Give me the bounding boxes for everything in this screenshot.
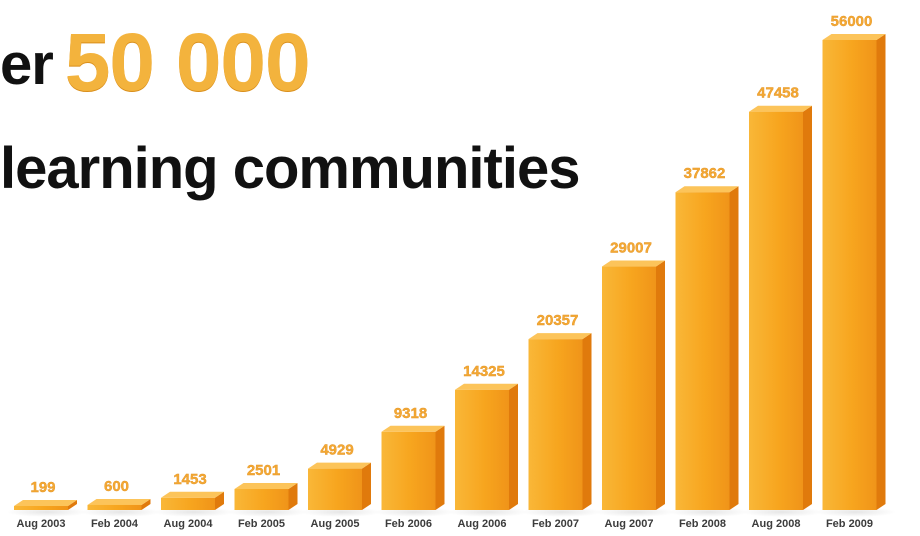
x-tick-label: Feb 2008: [679, 518, 726, 530]
bar-12: [815, 34, 896, 517]
bar-front-face: [822, 40, 877, 510]
bar-top-face: [455, 383, 518, 390]
bar-value-label: 4929: [320, 442, 353, 459]
bar-side-face: [803, 105, 812, 511]
bar-8: [521, 333, 602, 517]
bar-value-label: 14325: [463, 363, 505, 380]
bar-value-label: 47458: [757, 85, 799, 102]
bar-side-face: [141, 498, 151, 510]
bar-front-face: [234, 489, 289, 510]
x-tick-label: Feb 2005: [238, 518, 285, 530]
x-tick-label: Feb 2006: [385, 518, 432, 530]
headline-line-2: learning communities: [0, 136, 580, 201]
bar-value-label: 37862: [684, 165, 726, 182]
bar-2: [80, 498, 161, 517]
bar-front-face: [14, 506, 68, 510]
bar-front-face: [381, 431, 436, 510]
x-tick-label: Aug 2004: [164, 518, 214, 530]
bar-4: [227, 483, 308, 517]
bar-side-face: [656, 260, 665, 510]
bar-top-face: [675, 186, 739, 193]
bar-side-face: [435, 425, 445, 510]
bar-9: [594, 260, 676, 517]
bar-side-face: [729, 186, 739, 510]
bar-value-label: 2501: [247, 462, 280, 479]
bar-top-face: [87, 498, 151, 505]
x-tick-label: Aug 2008: [752, 518, 801, 530]
bar-value-label: 29007: [610, 240, 652, 257]
bar-value-label: 9318: [394, 405, 427, 422]
bar-value-label: 20357: [537, 312, 579, 329]
headline-prefix: er: [0, 32, 54, 97]
bar-1: [6, 500, 88, 517]
bar-front-face: [308, 468, 362, 510]
bar-side-face: [288, 483, 298, 510]
bar-side-face: [509, 383, 518, 510]
bar-3: [153, 491, 235, 517]
x-tick-label: Aug 2005: [311, 518, 360, 530]
x-tick-label: Feb 2009: [826, 518, 873, 530]
bar-top-face: [234, 483, 298, 490]
bar-5: [300, 462, 382, 517]
bar-top-face: [308, 462, 371, 469]
bar-side-face: [362, 462, 371, 510]
bar-top-face: [381, 425, 445, 432]
bar-side-face: [582, 333, 592, 510]
bar-7: [447, 383, 529, 517]
bar-top-face: [528, 333, 592, 340]
headline-highlight-number: 50 000: [64, 17, 311, 108]
bar-side-face: [215, 491, 224, 510]
bar-11: [741, 105, 823, 517]
x-tick-label: Feb 2007: [532, 518, 579, 530]
bar-value-label: 1453: [173, 471, 206, 488]
headline-line-1: er 50 000: [0, 22, 311, 104]
bar-side-face: [68, 500, 77, 510]
bar-value-label: 199: [30, 479, 55, 496]
bar-front-face: [602, 266, 656, 510]
bar-top-face: [602, 260, 665, 267]
bar-6: [374, 425, 455, 517]
bar-front-face: [87, 504, 142, 510]
bar-top-face: [14, 500, 77, 506]
bar-value-label: 56000: [831, 13, 873, 30]
bar-front-face: [675, 192, 730, 510]
bar-10: [668, 186, 749, 517]
bar-value-label: 600: [104, 478, 129, 495]
bar-side-face: [876, 34, 886, 510]
bar-front-face: [455, 389, 509, 510]
bar-front-face: [161, 497, 215, 510]
bar-front-face: [749, 111, 803, 511]
x-tick-label: Aug 2003: [17, 518, 66, 530]
x-tick-label: Aug 2007: [605, 518, 654, 530]
x-tick-label: Aug 2006: [458, 518, 507, 530]
bar-top-face: [749, 105, 812, 112]
bar-top-face: [161, 491, 224, 498]
bar-front-face: [528, 339, 583, 510]
x-tick-label: Feb 2004: [91, 518, 139, 530]
bar-top-face: [822, 34, 886, 40]
